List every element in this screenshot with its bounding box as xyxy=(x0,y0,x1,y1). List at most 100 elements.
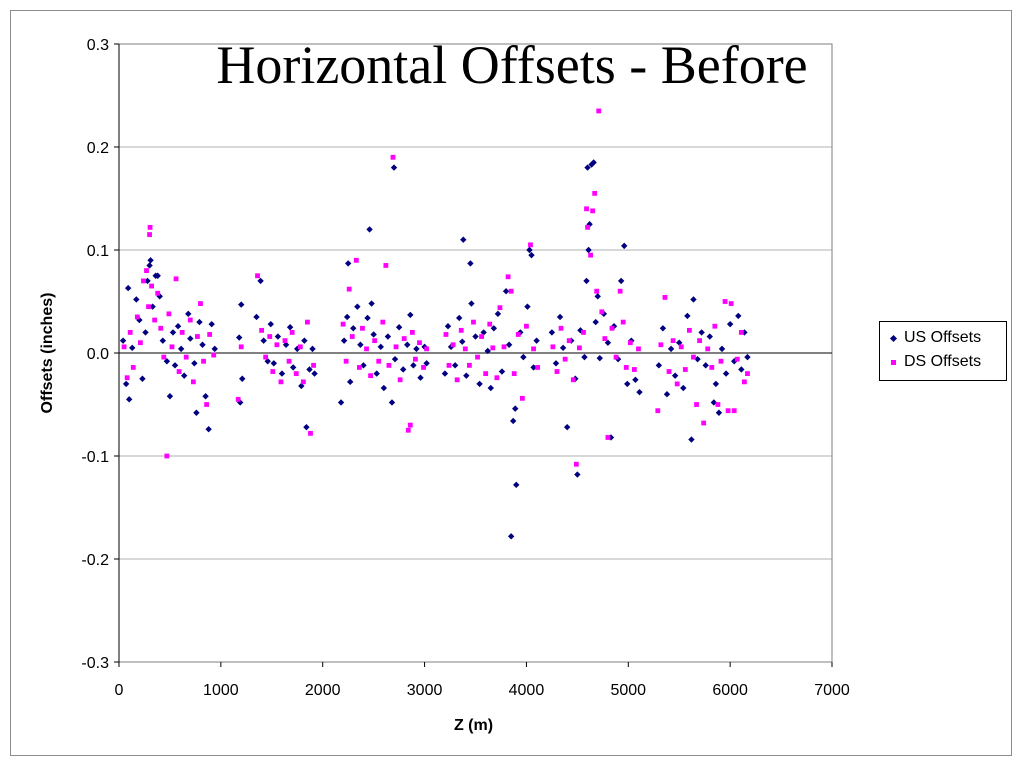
y-tick-label: 0.0 xyxy=(87,346,109,363)
ds-offset-point xyxy=(161,354,167,360)
us-offset-point xyxy=(671,372,679,379)
ds-offset-point xyxy=(722,299,728,304)
y-tick-label: -0.1 xyxy=(81,449,109,466)
us-offset-point xyxy=(154,272,161,279)
us-offset-point xyxy=(191,360,198,367)
ds-offset-point xyxy=(742,379,747,385)
us-offset-point xyxy=(199,341,206,348)
us-offset-point xyxy=(592,318,599,326)
us-offset-point xyxy=(347,378,354,386)
ds-offset-point xyxy=(173,276,179,282)
x-axis-label: Z (m) xyxy=(454,717,493,734)
ds-offset-point xyxy=(340,321,346,327)
ds-offset-point xyxy=(356,365,362,370)
x-tick-label: 0 xyxy=(115,682,124,699)
ds-offset-point xyxy=(360,325,365,331)
ds-offset-point xyxy=(305,319,310,325)
ds-offset-point xyxy=(368,373,373,379)
us-offset-point xyxy=(344,260,352,267)
ds-offset-point xyxy=(353,257,359,263)
ds-offset-point xyxy=(701,420,707,426)
us-offset-point xyxy=(460,236,467,243)
ds-offset-point xyxy=(535,365,541,370)
slide-frame xyxy=(10,10,1012,756)
ds-offset-point xyxy=(596,108,602,114)
us-offset-point xyxy=(366,226,373,233)
us-offset-point xyxy=(476,380,483,388)
ds-offset-point xyxy=(566,338,572,344)
us-offset-point xyxy=(404,341,411,348)
ds-offset-point xyxy=(238,344,244,350)
us-offset-point xyxy=(202,393,209,400)
ds-offset-point xyxy=(728,301,734,306)
us-offset-point xyxy=(177,345,185,353)
us-offset-point xyxy=(122,380,130,388)
us-offset-point xyxy=(715,409,723,416)
ds-offset-point xyxy=(613,354,619,360)
axes xyxy=(114,43,833,667)
us-offset-point xyxy=(487,384,494,392)
ds-offset-point xyxy=(134,314,140,320)
ds-offset-point xyxy=(376,358,382,364)
ds-offset-point xyxy=(187,317,193,323)
ds-offset-point xyxy=(263,354,269,360)
us-offset-point xyxy=(738,366,745,373)
ds-offset-point xyxy=(278,379,284,385)
ds-offset-point xyxy=(550,344,556,350)
ds-offset-point xyxy=(127,330,133,335)
us-offset-point xyxy=(125,396,133,403)
legend-label-ds: DS Offsets xyxy=(904,353,982,370)
ds-offset-point xyxy=(155,290,161,296)
ds-offset-point xyxy=(617,288,623,294)
us-offset-point xyxy=(377,343,384,351)
us-offset-point xyxy=(303,423,310,431)
us-offset-point xyxy=(556,313,564,321)
ds-offset-point xyxy=(494,375,500,381)
us-offset-point xyxy=(133,296,140,303)
ds-offset-point xyxy=(687,327,692,333)
ds-offset-point xyxy=(487,321,493,327)
us-offset-point xyxy=(119,337,127,344)
us-offset-point xyxy=(196,318,203,326)
ds-offset-point xyxy=(390,154,396,160)
ds-offset-point xyxy=(731,408,737,414)
us-offset-point xyxy=(702,362,709,369)
us-offset-point xyxy=(530,364,537,371)
us-offset-point xyxy=(423,360,430,367)
diamond-marker-icon xyxy=(886,331,900,345)
us-offset-point xyxy=(484,347,491,355)
ds-offset-point xyxy=(620,319,626,325)
us-offset-point xyxy=(632,376,639,383)
legend-diamond-swatch xyxy=(889,334,897,342)
us-offset-point xyxy=(659,325,667,332)
us-offset-point xyxy=(264,358,271,365)
ds-offset-point xyxy=(190,379,196,385)
us-offset-point xyxy=(706,333,713,340)
ds-offset-point xyxy=(490,345,496,351)
us-offset-point xyxy=(563,423,571,431)
ds-offset-point xyxy=(585,224,590,230)
us-offset-point xyxy=(395,324,403,331)
us-offset-point xyxy=(238,301,245,308)
us-offset-point xyxy=(407,311,414,319)
ds-offset-point xyxy=(592,190,598,196)
x-tick-label: 7000 xyxy=(814,682,850,699)
us-offset-point xyxy=(710,399,718,406)
us-offset-point xyxy=(712,380,720,388)
ds-offset-point xyxy=(235,396,241,402)
data-points xyxy=(119,108,751,540)
us-offset-point xyxy=(463,372,470,379)
us-offset-point xyxy=(584,164,591,171)
ds-offset-point xyxy=(554,369,560,374)
us-offset-point xyxy=(410,362,417,369)
us-offset-point xyxy=(354,303,361,310)
y-axis-label: Offsets (inches) xyxy=(39,293,56,414)
us-offset-point xyxy=(574,471,581,478)
us-offset-point xyxy=(505,341,513,348)
ds-offset-point xyxy=(697,338,702,344)
ds-offset-point xyxy=(124,375,130,381)
us-offset-point xyxy=(146,262,153,269)
ds-offset-point xyxy=(738,330,744,335)
us-offset-point xyxy=(309,345,316,353)
